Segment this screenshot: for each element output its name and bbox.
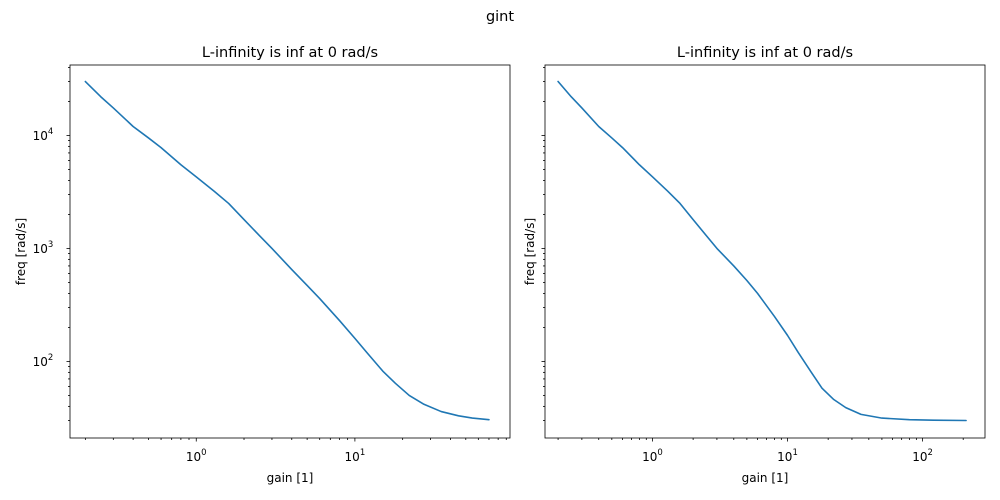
chart-title-left: L-infinity is inf at 0 rad/s <box>202 45 378 61</box>
figure-title: gint <box>486 9 514 25</box>
y-tick-label-left-2: 104 <box>33 127 54 143</box>
plot-area-right: 100 101 102 <box>541 66 967 464</box>
y-tick-label-left-1: 103 <box>33 240 54 256</box>
series-line-right-0 <box>557 80 967 422</box>
x-axis-label-right: gain [1] <box>742 471 789 485</box>
plot-area-left: 100 101 102 103 104 <box>33 66 507 464</box>
axes-frame-right <box>544 64 986 439</box>
y-tick-label-left-0: 102 <box>33 353 54 369</box>
chart-panel-left: L-infinity is inf at 0 rad/s 100 10110210… <box>14 45 511 485</box>
x-tick-label-left-0: 100 <box>186 448 207 464</box>
chart-panel-right: L-infinity is inf at 0 rad/s 100 101 102 g… <box>523 45 986 485</box>
x-tick-label-right-2: 102 <box>912 448 933 464</box>
x-tick-label-right-1: 101 <box>777 448 798 464</box>
series-line-left-0 <box>84 80 490 421</box>
y-axis-label-left: freq [rad/s] <box>14 218 28 285</box>
y-axis-label-right: freq [rad/s] <box>523 218 537 285</box>
x-axis-label-left: gain [1] <box>267 471 314 485</box>
axes-frame-left <box>69 64 511 439</box>
chart-title-right: L-infinity is inf at 0 rad/s <box>677 45 853 61</box>
x-tick-label-left-1: 101 <box>345 448 366 464</box>
x-tick-label-right-0: 100 <box>642 448 663 464</box>
